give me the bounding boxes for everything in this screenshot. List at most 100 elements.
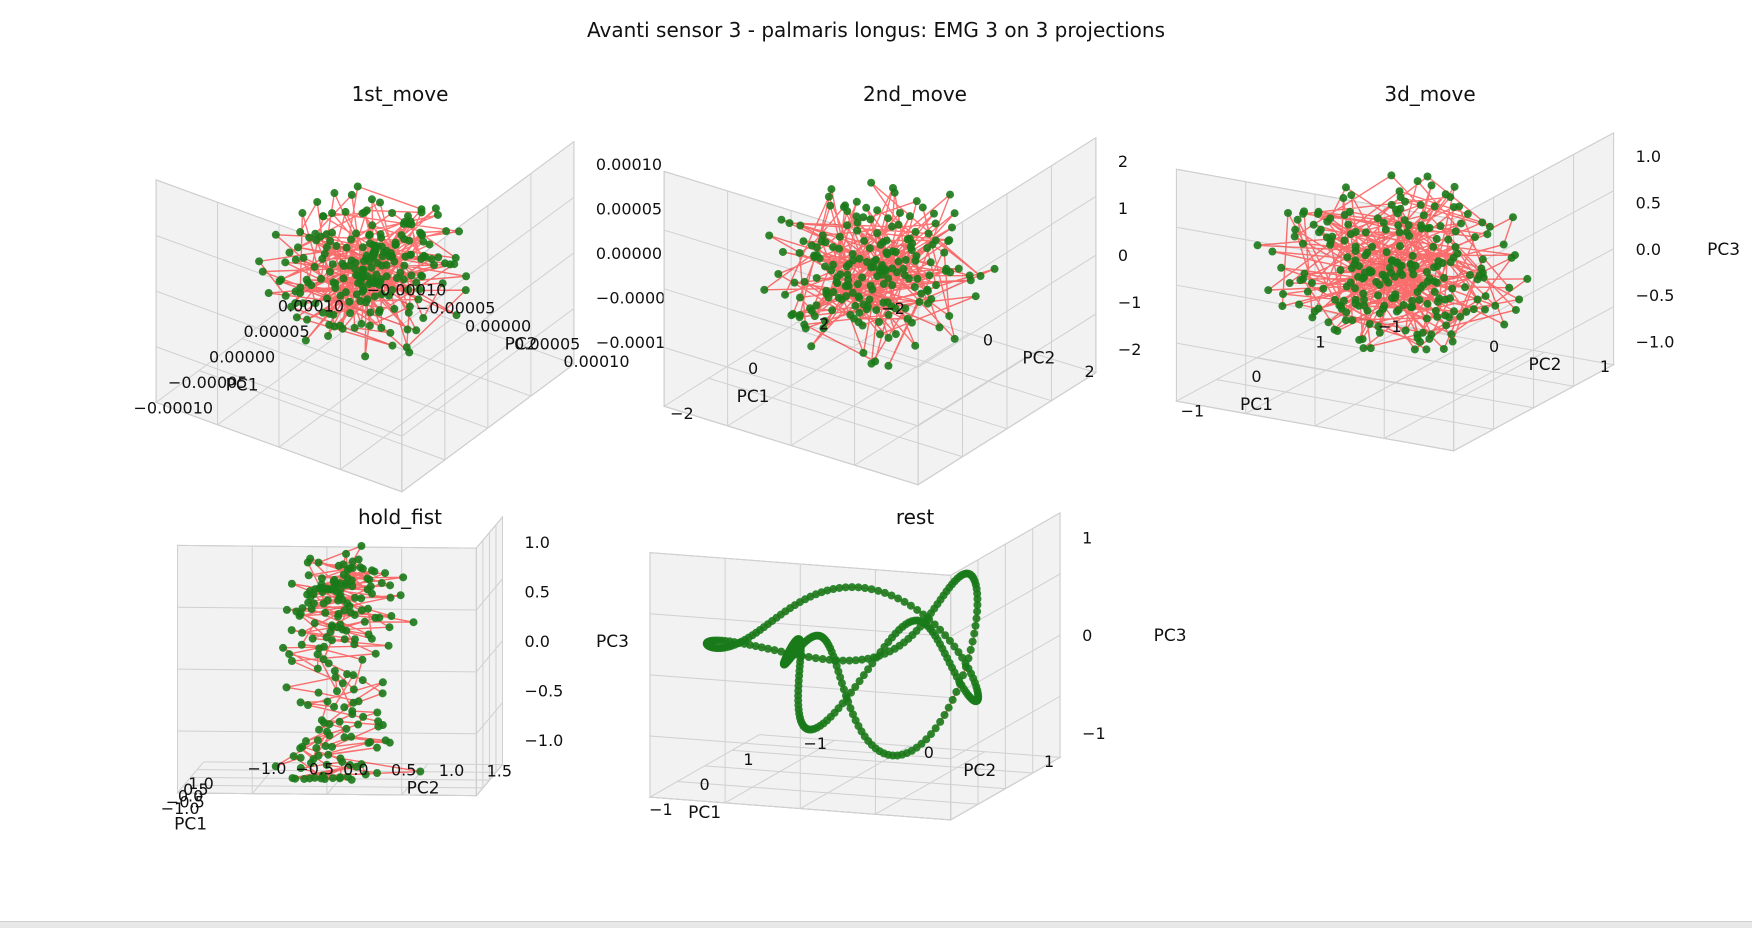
data-point — [326, 267, 335, 276]
data-point — [1396, 242, 1405, 251]
data-point — [354, 720, 363, 729]
data-point — [301, 336, 310, 345]
grid-line — [950, 756, 1061, 821]
data-point — [1473, 295, 1482, 304]
data-point — [354, 555, 363, 564]
scatter3d-plot[interactable]: −0.00010−0.000050.000000.000050.00010−0.… — [134, 82, 700, 493]
z-tick-label: 1 — [1082, 528, 1092, 547]
y-axis-label: PC2 — [1022, 348, 1055, 368]
data-point — [1309, 220, 1318, 229]
data-point — [366, 308, 375, 317]
data-point — [940, 710, 949, 719]
grid-line — [663, 288, 919, 368]
data-point — [357, 594, 366, 603]
data-point — [317, 274, 326, 283]
data-point — [1508, 213, 1517, 222]
data-point — [1328, 232, 1337, 241]
data-point — [417, 230, 426, 239]
data-point — [414, 295, 423, 304]
data-point — [855, 293, 864, 302]
data-point — [1283, 208, 1292, 217]
data-point — [1401, 197, 1410, 206]
data-point — [1331, 295, 1340, 304]
data-point — [950, 209, 959, 218]
data-point — [884, 310, 893, 319]
data-point — [300, 774, 309, 783]
x-tick-label: 1 — [1315, 333, 1325, 352]
grid-line — [1453, 132, 1614, 220]
data-point — [1333, 327, 1342, 336]
data-point — [1511, 305, 1520, 314]
data-point — [375, 306, 384, 315]
data-point — [1386, 268, 1395, 277]
y-tick-label: 0 — [924, 743, 934, 762]
data-point — [348, 557, 357, 566]
data-point — [359, 712, 368, 721]
data-point — [386, 593, 395, 602]
data-point — [1396, 262, 1405, 271]
data-point — [365, 257, 374, 266]
y-tick-label: 0.0 — [343, 760, 368, 779]
data-point — [332, 687, 341, 696]
data-point — [872, 306, 881, 315]
scatter3d-plot[interactable]: −1.0−0.50.00.51.0−1.0 −0.5 0.0 0.5 1.0 1.5−1.… — [161, 505, 630, 905]
data-point — [884, 361, 893, 370]
data-point — [1408, 251, 1417, 260]
data-point — [1429, 242, 1438, 251]
figure-title: Avanti sensor 3 - palmaris longus: EMG 3… — [587, 18, 1165, 42]
x-axis-label: PC1 — [688, 803, 721, 823]
data-point — [348, 710, 357, 719]
data-point — [373, 708, 382, 717]
z-tick-label: 0 — [1118, 246, 1128, 265]
data-point — [358, 243, 367, 252]
data-point — [906, 601, 915, 610]
data-points — [702, 569, 983, 760]
data-points — [255, 182, 471, 361]
scatter3d-plot[interactable]: −202−202−2−1012PC1PC2PC3 — [662, 82, 1222, 486]
data-point — [770, 646, 779, 655]
data-point — [326, 627, 335, 636]
z-tick-label: −0.5 — [525, 681, 564, 700]
data-point — [890, 188, 899, 197]
data-point — [404, 308, 413, 317]
data-point — [853, 218, 862, 227]
data-point — [1340, 210, 1349, 219]
grid-line — [950, 512, 1061, 576]
data-point — [917, 289, 926, 298]
data-point — [843, 207, 852, 216]
data-point — [1457, 219, 1466, 228]
data-point — [299, 253, 308, 262]
data-point — [1363, 248, 1372, 257]
data-point — [873, 206, 882, 215]
data-point — [1388, 294, 1397, 303]
data-point — [366, 582, 375, 591]
data-point — [1381, 225, 1390, 234]
grid-line — [917, 254, 1097, 368]
scatter3d-plot[interactable]: −1 0 1 −1 0 1 −1 0 1 PC1 PC2 PC3 — [648, 505, 1187, 905]
data-point — [846, 704, 855, 713]
data-point — [338, 324, 347, 333]
grid-line — [177, 544, 477, 549]
data-point — [918, 203, 927, 212]
data-point — [1456, 312, 1465, 321]
data-point — [843, 280, 852, 289]
scatter3d-plot[interactable]: −1 0 1 −1 0 1 −1.0 −0.5 0.0 0.5 1.0 PC1 PC2 PC3 — [1174, 82, 1740, 482]
z-tick-label: 1.0 — [525, 533, 550, 552]
y-tick-label: 0 — [983, 330, 993, 349]
data-point — [328, 742, 337, 751]
data-point — [966, 276, 975, 285]
data-point — [370, 567, 379, 576]
data-point — [1427, 181, 1436, 190]
data-point — [829, 243, 838, 252]
data-point — [387, 612, 396, 621]
data-point — [329, 310, 338, 319]
data-point — [1439, 344, 1448, 353]
y-tick-label: −0.00005 — [416, 299, 496, 318]
data-point — [1351, 256, 1360, 265]
data-point — [945, 636, 954, 645]
data-point — [377, 323, 386, 332]
data-point — [859, 348, 868, 357]
data-point — [1375, 280, 1384, 289]
data-point — [1346, 230, 1355, 239]
data-point — [936, 717, 945, 726]
